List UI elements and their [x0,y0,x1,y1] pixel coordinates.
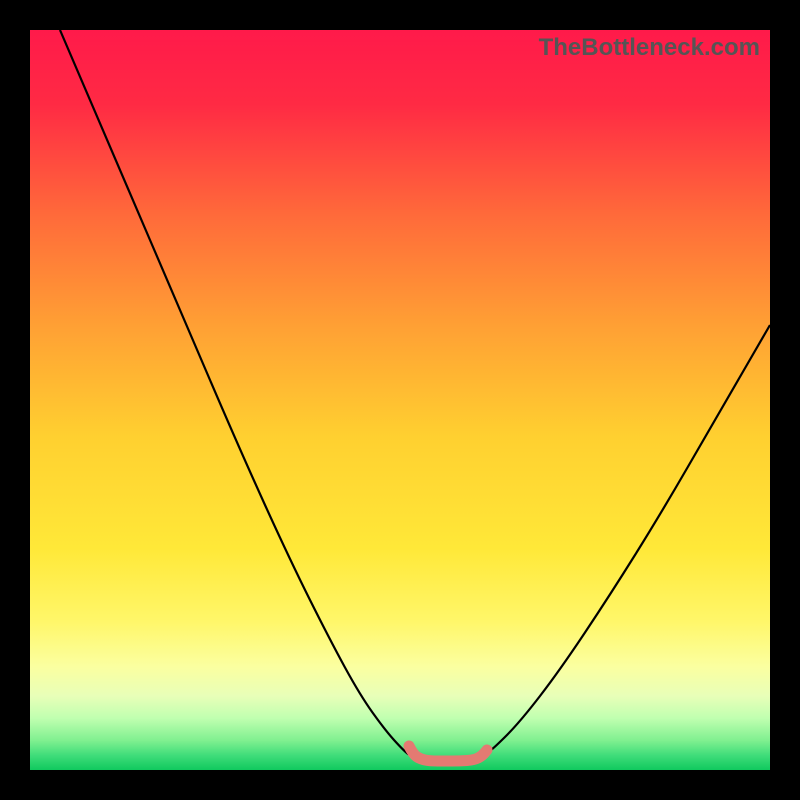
watermark-text: TheBottleneck.com [539,34,760,62]
bottleneck-curve [60,30,770,758]
chart-frame: TheBottleneck.com [0,0,800,800]
curve-layer [30,30,770,770]
minimum-marker [409,746,487,761]
plot-area [30,30,770,770]
